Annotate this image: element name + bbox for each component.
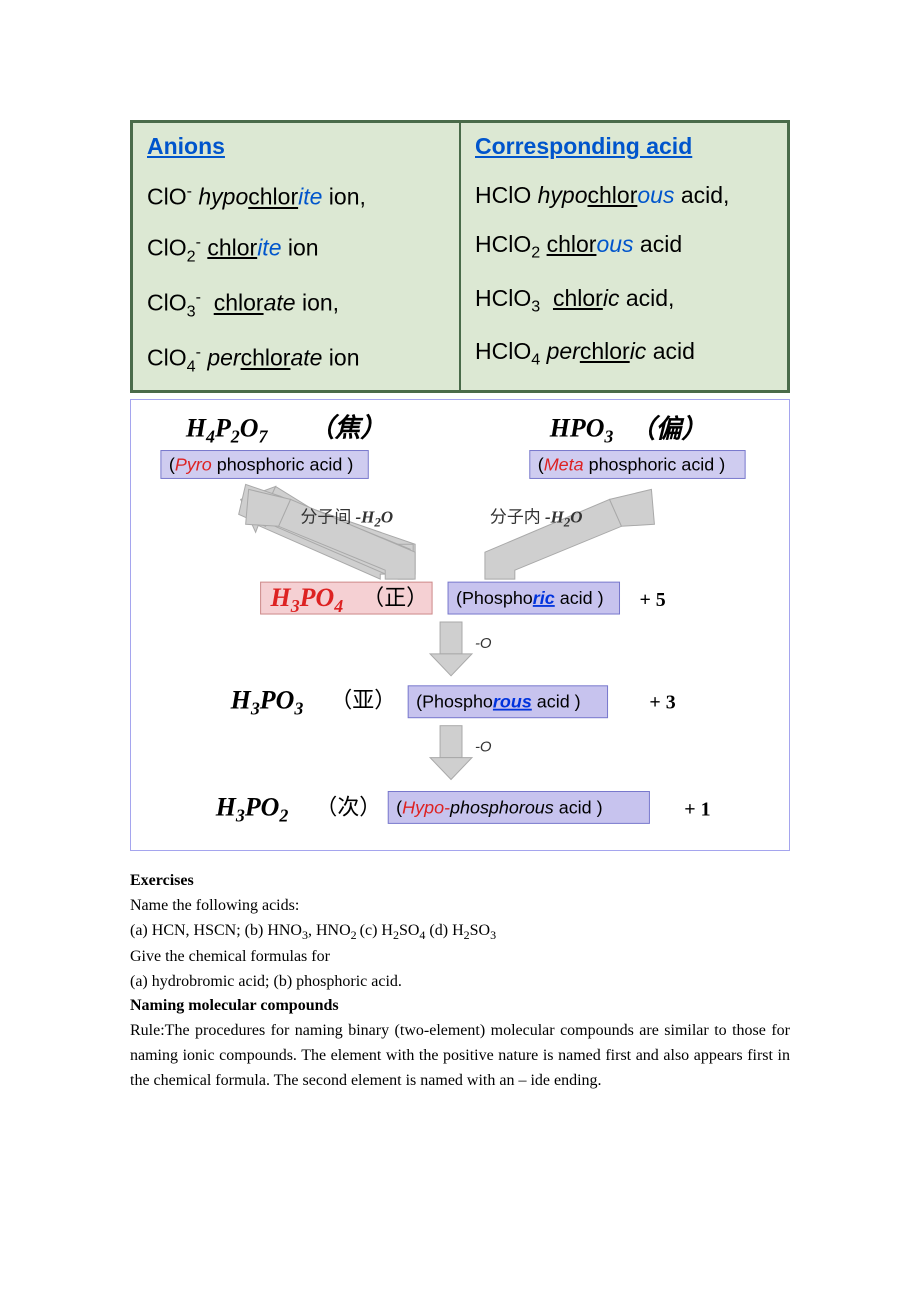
formula-h3po3: H3PO3 [230, 686, 304, 719]
text-block: Exercises Name the following acids: (a) … [130, 869, 790, 1093]
exercise-prompt: Name the following acids: [130, 894, 790, 919]
ox-plus5: + 5 [639, 589, 665, 611]
arrow-down-1-icon [430, 622, 472, 676]
minus-o-1: -O [475, 635, 492, 652]
anion-row-1: ClO- hypochlorite ion, [147, 182, 445, 211]
cn-ya: （亚） [330, 688, 396, 713]
intra-label: 分子内 -H2O [490, 508, 583, 530]
exercise-formulas-prompt: Give the chemical formulas for [130, 945, 790, 970]
arrow-down-2-icon [430, 726, 472, 780]
formula-h4p2o7: H4P2O7 [185, 414, 269, 447]
phosphoric-diagram: H4P2O7 （焦） (Pyro phosphoric acid ) HPO3 … [130, 399, 790, 851]
phosphoric-label: (Phosphoric acid ) [456, 588, 604, 608]
formula-h3po4: H3PO4 [270, 583, 344, 616]
anion-row-3: ClO3- chlorate ion, [147, 288, 445, 321]
molecular-heading: Naming molecular compounds [130, 994, 790, 1019]
hypophosphorous-label: (Hypo-phosphorous acid ) [396, 798, 602, 818]
acid-row-3: HClO3 chloric acid, [475, 285, 773, 317]
acid-row-2: HClO2 chlorous acid [475, 231, 773, 263]
inter-label: 分子间 -H2O [300, 508, 393, 530]
cn-pian: （偏） [629, 415, 707, 444]
header-acids: Corresponding acid [475, 133, 773, 160]
meta-label: (Meta phosphoric acid ) [538, 455, 725, 475]
anion-acid-table: Anions ClO- hypochlorite ion, ClO2- chlo… [130, 120, 790, 393]
exercise-formulas: (a) hydrobromic acid; (b) phosphoric aci… [130, 970, 790, 995]
ox-plus3: + 3 [649, 692, 675, 714]
exercise-acids: (a) HCN, HSCN; (b) HNO3, HNO2 (c) H2SO4 … [130, 919, 790, 945]
acid-row-4: HClO4 perchloric acid [475, 338, 773, 370]
phosphorous-label: (Phosphorous acid ) [416, 692, 581, 712]
ox-plus1: + 1 [684, 799, 710, 821]
anion-row-2: ClO2- chlorite ion [147, 233, 445, 266]
cn-jiao: （焦） [308, 414, 386, 443]
acid-row-1: HClO hypochlorous acid, [475, 182, 773, 209]
exercises-heading: Exercises [130, 869, 790, 894]
header-anions: Anions [147, 133, 445, 160]
formula-h3po2: H3PO2 [215, 793, 289, 826]
minus-o-2: -O [475, 739, 492, 756]
pyro-label: (Pyro phosphoric acid ) [169, 455, 353, 475]
cn-ci: （次） [315, 795, 381, 820]
anion-row-4: ClO4- perchlorate ion [147, 343, 445, 376]
formula-hpo3: HPO3 [549, 414, 614, 447]
molecular-rule: Rule:The procedures for naming binary (t… [130, 1019, 790, 1093]
cn-zheng: （正） [362, 585, 428, 610]
